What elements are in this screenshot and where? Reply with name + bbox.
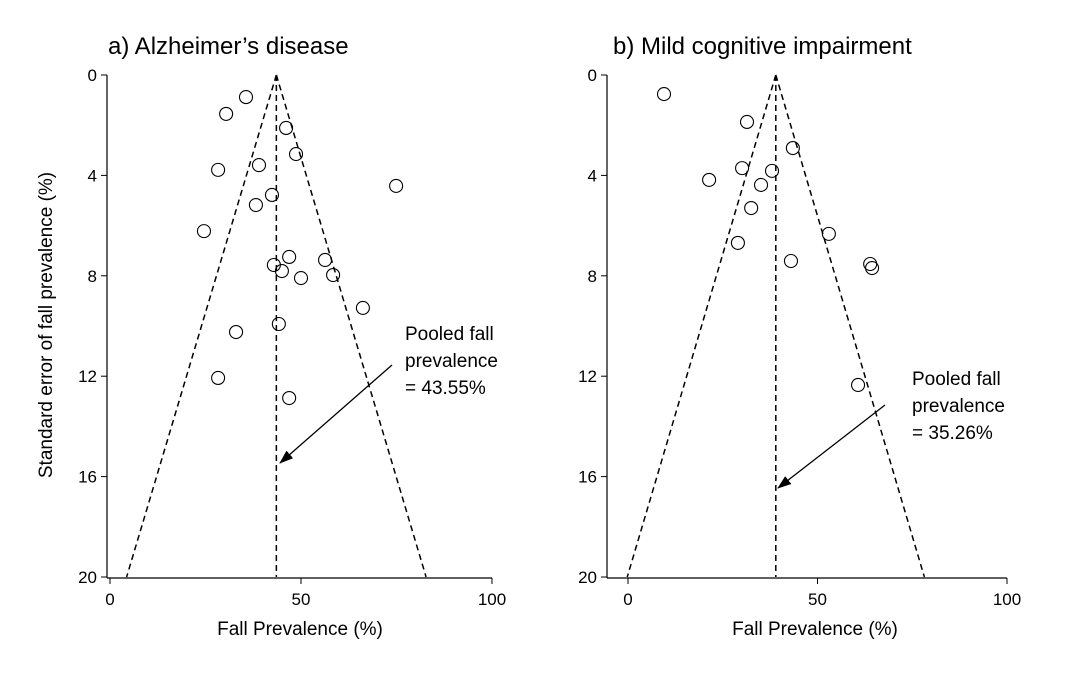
data-point xyxy=(730,235,745,250)
y-tick-label: 12 xyxy=(78,367,97,386)
panel-title: b) Mild cognitive impairment xyxy=(613,33,912,60)
x-tick-label: 100 xyxy=(478,590,506,609)
y-tick-label: 8 xyxy=(88,267,97,286)
data-point xyxy=(389,178,404,193)
data-point xyxy=(739,114,755,129)
data-point xyxy=(293,271,309,286)
data-point xyxy=(656,87,672,102)
funnel-right-limit xyxy=(775,74,926,578)
data-point xyxy=(229,324,244,340)
data-point xyxy=(753,177,769,192)
data-point xyxy=(211,370,226,386)
data-point xyxy=(238,90,254,105)
y-tick-label: 0 xyxy=(88,66,97,85)
pooled-annotation-line: Pooled fall xyxy=(405,324,494,345)
pooled-annotation-line: = 43.55% xyxy=(405,378,486,399)
data-point xyxy=(785,140,800,156)
data-point xyxy=(783,253,799,269)
data-point xyxy=(196,224,212,239)
x-tick-label: 50 xyxy=(808,590,827,609)
panel-a: a) Alzheimer’s disease 0 4 8 12 16 20 0 50 100 Fal… xyxy=(36,33,506,640)
data-point xyxy=(318,252,333,268)
x-axis-label: Fall Prevalence (%) xyxy=(732,619,898,640)
pooled-annotation-line: = 35.26% xyxy=(912,423,993,444)
y-tick-label: 20 xyxy=(78,568,97,587)
data-point xyxy=(735,161,750,176)
y-tick-label: 12 xyxy=(578,367,597,386)
y-tick-label: 16 xyxy=(578,468,597,487)
y-tick-label: 0 xyxy=(588,66,597,85)
panel-b: b) Mild cognitive impairment 0 4 8 12 16 20 0 50… xyxy=(578,33,1021,640)
data-point xyxy=(744,200,759,216)
funnel-left-limit xyxy=(626,74,777,578)
annotation-arrow xyxy=(777,404,886,489)
y-tick-label: 16 xyxy=(78,468,97,487)
pooled-annotation-line: prevalence xyxy=(405,351,498,372)
data-point xyxy=(251,158,267,173)
x-tick-label: 100 xyxy=(993,590,1021,609)
data-point xyxy=(282,249,297,265)
y-axis-label: Standard error of fall prevalence (%) xyxy=(36,172,57,478)
data-point xyxy=(282,390,297,406)
panel-title: a) Alzheimer’s disease xyxy=(108,33,349,60)
data-point xyxy=(248,197,263,213)
data-point xyxy=(271,316,286,332)
data-point xyxy=(211,162,226,177)
data-point xyxy=(288,147,304,162)
data-point xyxy=(219,106,234,121)
pooled-annotation-line: Pooled fall xyxy=(912,369,1001,390)
data-point xyxy=(821,226,836,241)
annotation-arrow xyxy=(279,364,393,464)
x-tick-label: 50 xyxy=(292,590,311,609)
data-point xyxy=(865,260,880,276)
data-point xyxy=(326,267,341,283)
y-tick-label: 4 xyxy=(88,166,97,185)
data-point xyxy=(279,120,294,136)
funnel-right-limit xyxy=(275,74,427,578)
pooled-annotation-line: prevalence xyxy=(912,396,1005,417)
x-tick-label: 0 xyxy=(105,590,114,609)
x-axis-label: Fall Prevalence (%) xyxy=(217,619,383,640)
y-tick-label: 8 xyxy=(588,267,597,286)
data-point xyxy=(264,187,280,203)
data-point xyxy=(702,172,717,187)
y-tick-label: 20 xyxy=(578,568,597,587)
data-point xyxy=(274,263,289,279)
y-tick-label: 4 xyxy=(588,166,597,185)
data-point xyxy=(764,163,780,178)
funnel-left-limit xyxy=(125,74,278,578)
data-point xyxy=(851,377,866,393)
data-point xyxy=(355,300,370,315)
x-tick-label: 0 xyxy=(623,590,632,609)
